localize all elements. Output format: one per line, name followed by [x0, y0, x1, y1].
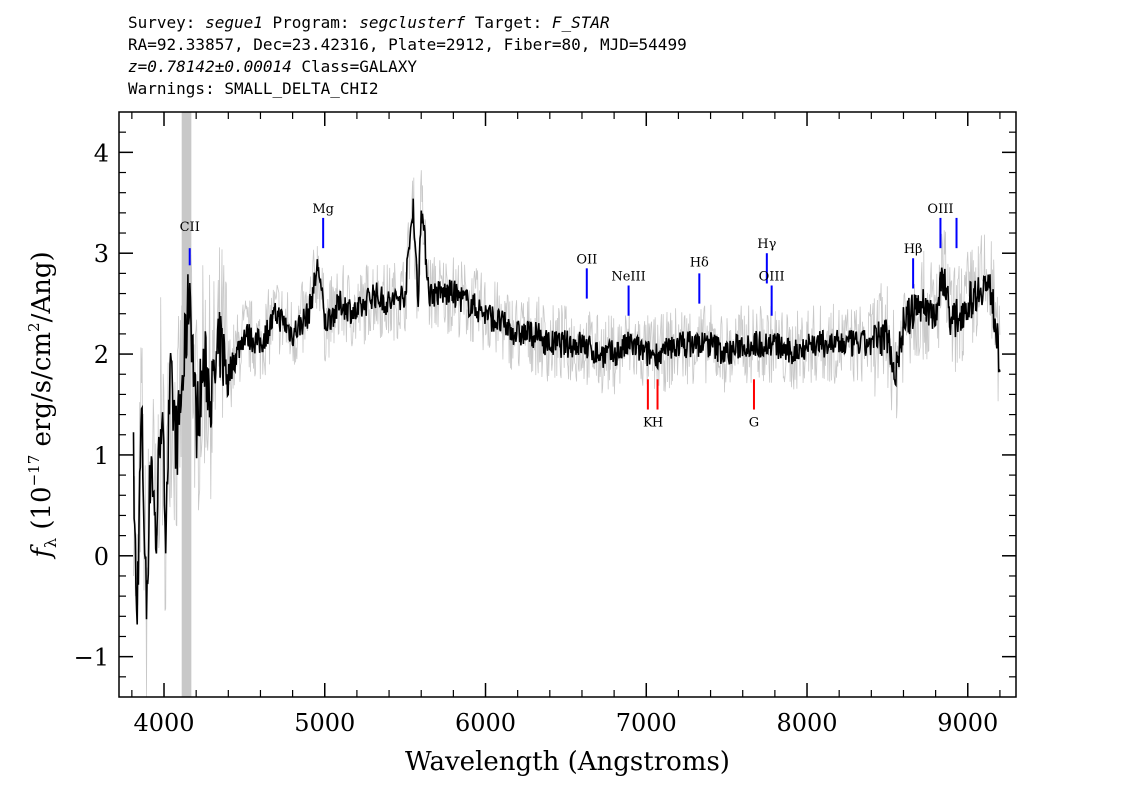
y-tick-label-0: −1 [74, 644, 109, 672]
x-tick-label-4: 8000 [776, 709, 837, 737]
emission-line-label-0: CII [180, 220, 200, 235]
emission-line-label-1: Mg [312, 202, 334, 217]
noise-layer [133, 170, 1001, 698]
y-label-mid: erg/s/cm [27, 332, 57, 455]
spectral-lines-layer: CII Mg OII NeIII Hδ Hγ OIII Hβ OIII K H G [180, 202, 958, 431]
program-value: segclusterf [359, 13, 466, 32]
y-tick-label-4: 3 [94, 240, 109, 268]
emission-line-label-5: Hγ [757, 237, 776, 252]
absorption-line-label-0: K [643, 416, 653, 431]
noise-series [133, 170, 1001, 698]
target-label: Target: [465, 13, 552, 32]
y-axis-label: fλ (10−17 erg/s/cm2/Ang) [25, 251, 60, 559]
spectrum-header: Survey: segue1 Program: segclusterf Targ… [128, 12, 687, 100]
redshift-value: z=0.78142±0.00014 [128, 57, 292, 76]
header-line-coordinates: RA=92.33857, Dec=23.42316, Plate=2912, F… [128, 35, 687, 54]
axis-ticks-layer: 4000 5000 6000 7000 8000 9000 −1 0 1 2 3 4 [74, 112, 1016, 737]
survey-value: segue1 [205, 13, 263, 32]
y-tick-label-1: 0 [94, 543, 109, 571]
absorption-line-label-1: H [652, 416, 663, 431]
y-label-sub: λ [41, 538, 60, 548]
x-tick-label-2: 6000 [455, 709, 516, 737]
y-tick-label-3: 2 [94, 341, 109, 369]
program-label: Program: [262, 13, 360, 32]
emission-line-label-4: Hδ [690, 255, 709, 270]
emission-line-label-8: OIII [927, 202, 953, 217]
y-label-post: /Ang) [27, 251, 57, 322]
emission-line-label-6: OIII [759, 269, 785, 284]
emission-line-label-2: OII [576, 252, 597, 267]
header-line-redshift: z=0.78142±0.00014 Class=GALAXY [128, 56, 687, 78]
header-line-survey: Survey: segue1 Program: segclusterf Targ… [128, 12, 687, 34]
x-tick-label-1: 5000 [294, 709, 355, 737]
y-label-sup2: 2 [25, 322, 43, 332]
flux-series [132, 198, 1001, 625]
survey-label: Survey: [128, 13, 206, 32]
x-axis-label: Wavelength (Angstroms) [405, 747, 730, 777]
absorption-line-label-2: G [749, 416, 759, 431]
masked-band [181, 112, 192, 697]
emission-line-label-7: Hβ [904, 242, 923, 257]
x-tick-label-5: 9000 [937, 709, 998, 737]
plot-frame [118, 111, 1017, 698]
y-label-sup: −17 [25, 455, 43, 487]
y-label-pre: (10 [27, 486, 57, 538]
header-line-warnings: Warnings: SMALL_DELTA_CHI2 [128, 79, 379, 98]
x-tick-label-3: 7000 [616, 709, 677, 737]
masked-band-layer [181, 112, 192, 697]
flux-layer [132, 198, 1001, 625]
target-value: F_STAR [551, 13, 610, 32]
y-tick-label-5: 4 [94, 139, 109, 167]
class-value: Class=GALAXY [291, 57, 417, 76]
y-tick-label-2: 1 [94, 442, 109, 470]
emission-line-label-3: NeIII [611, 269, 645, 284]
x-tick-label-0: 4000 [133, 709, 194, 737]
